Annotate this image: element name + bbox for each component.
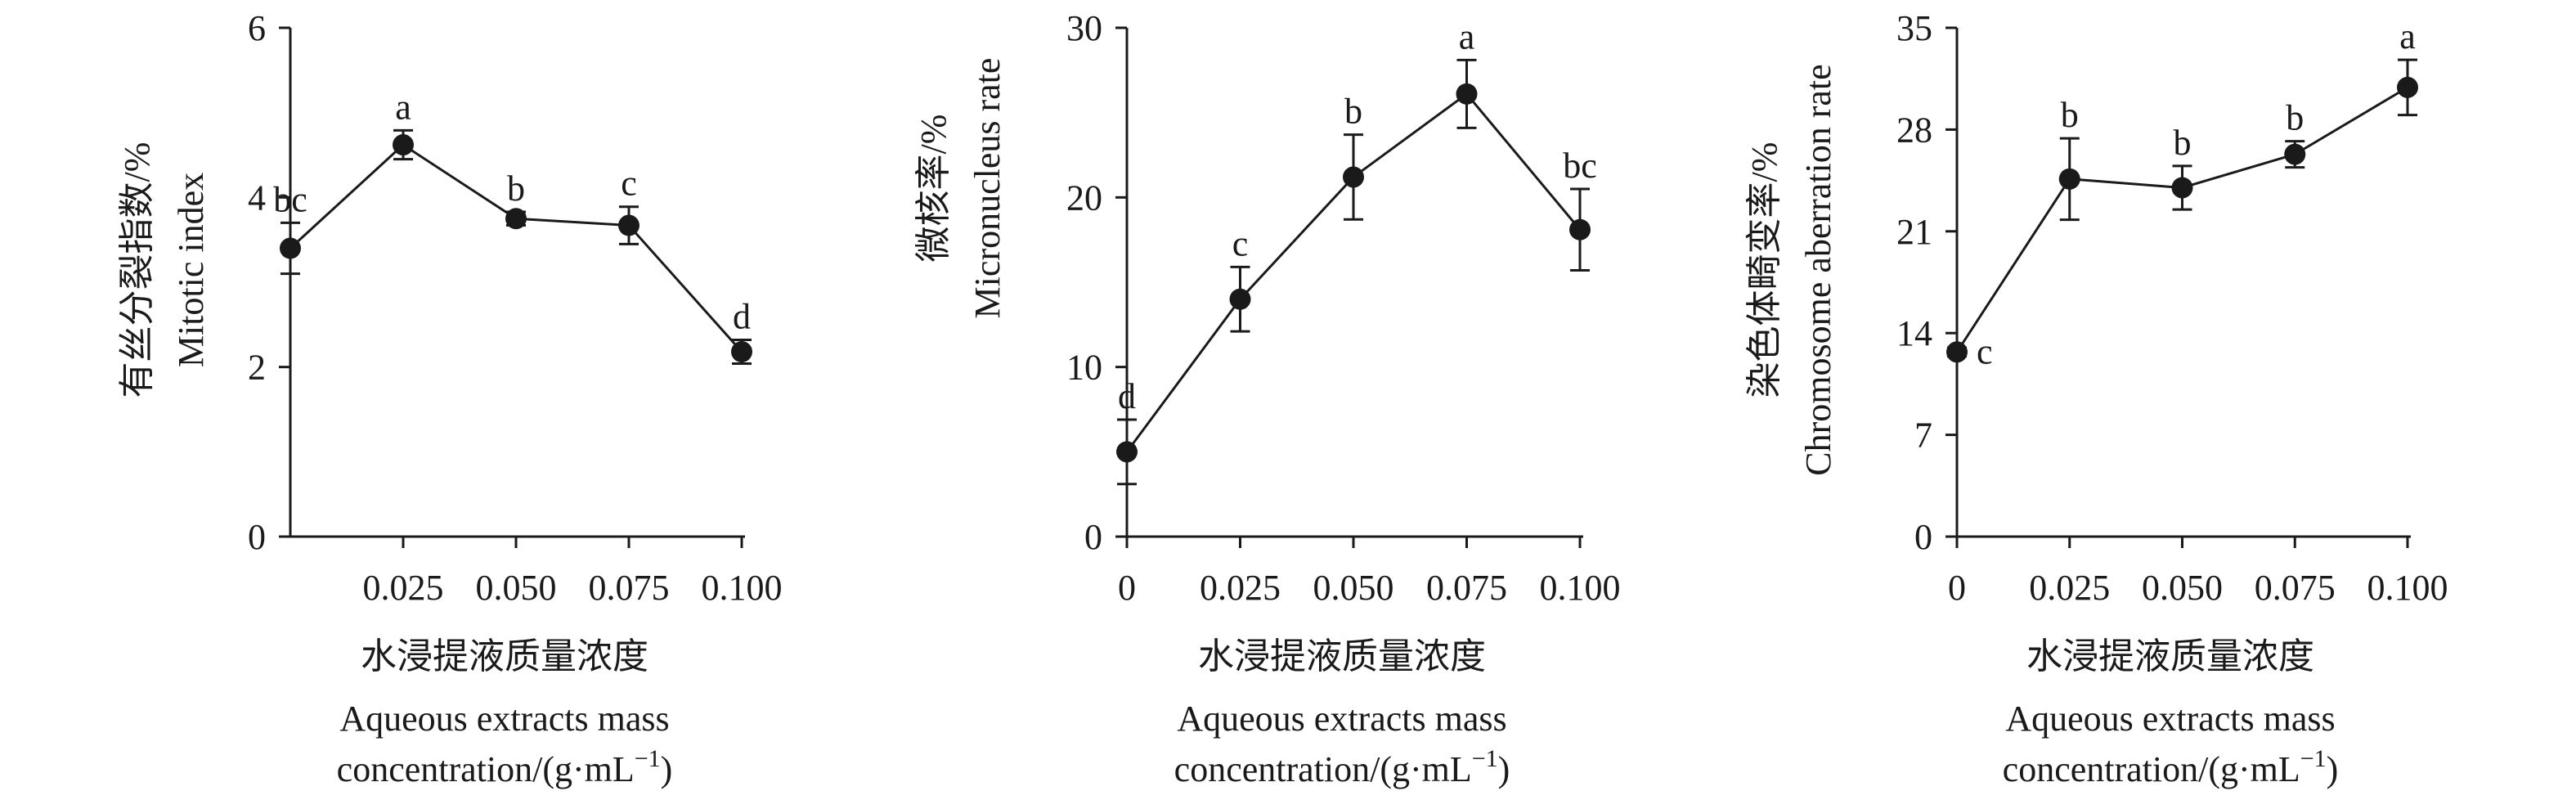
x-axis-title-unit-exponent: −1 <box>2300 745 2327 772</box>
y-tick-label: 7 <box>1914 416 1932 456</box>
panel-chromosome-aberration-rate: 0 7 14 21 28 35 0 0.025 0.050 0.075 0.100 c b b b a 染色体畸… <box>1744 8 2448 789</box>
x-axis-title-unit: concentration/(g·mL <box>2003 749 2300 789</box>
x-axis-title-unit-close: ) <box>2327 749 2339 789</box>
x-axis-title-en-line2: concentration/(g·mL−1) <box>2003 745 2339 789</box>
x-axis-title-cn: 水浸提液质量浓度 <box>1198 636 1486 676</box>
y-tick-label: 35 <box>1896 8 1932 48</box>
data-point <box>505 208 527 230</box>
data-point <box>731 341 752 363</box>
x-tick-label: 0.050 <box>476 568 557 608</box>
x-axis-title-cn: 水浸提液质量浓度 <box>361 636 648 676</box>
x-tick-label: 0.100 <box>702 568 783 608</box>
data-point <box>280 237 301 259</box>
x-tick-label: 0.075 <box>1426 568 1507 608</box>
y-tick-label: 14 <box>1896 313 1932 353</box>
x-tick-label: 0.025 <box>363 568 444 608</box>
significance-label: b <box>507 169 525 209</box>
data-point <box>618 214 640 236</box>
significance-label: d <box>1118 376 1136 416</box>
x-tick-label: 0.025 <box>2029 568 2110 608</box>
y-tick-label: 10 <box>1066 348 1102 388</box>
data-point <box>2058 168 2080 190</box>
x-tick-label: 0.075 <box>2255 568 2336 608</box>
x-tick-label: 0.100 <box>2367 568 2448 608</box>
significance-label: d <box>733 296 751 336</box>
x-axis-title-en-line2: concentration/(g·mL−1) <box>337 745 673 789</box>
x-axis-title-en-line1: Aqueous extracts mass <box>339 699 669 739</box>
x-axis-title-unit-exponent: −1 <box>1472 745 1498 772</box>
data-point <box>1229 288 1251 310</box>
x-axis-title-unit-exponent: −1 <box>635 745 661 772</box>
y-tick-label: 28 <box>1896 110 1932 150</box>
x-tick-label: 0 <box>1118 568 1136 608</box>
significance-label: c <box>1232 223 1249 263</box>
x-axis-title-en-line1: Aqueous extracts mass <box>2005 699 2335 739</box>
y-tick-label: 6 <box>248 8 266 48</box>
significance-label: b <box>1344 92 1362 132</box>
y-tick-label: 21 <box>1896 212 1932 252</box>
significance-label: b <box>2061 95 2079 135</box>
significance-label: a <box>2399 16 2416 56</box>
y-axis-title-cn: 微核率/% <box>913 115 954 263</box>
panel-micronucleus-rate: 0 10 20 30 0 0.025 0.050 0.075 0.100 d c b a bc 微核率/% M… <box>913 8 1621 789</box>
data-point <box>1569 218 1591 240</box>
y-tick-label: 0 <box>248 517 266 557</box>
significance-label: b <box>2174 123 2192 163</box>
x-axis-title-en-line2: concentration/(g·mL−1) <box>1174 745 1510 789</box>
y-tick-label: 30 <box>1066 8 1102 48</box>
y-tick-label: 20 <box>1066 178 1102 218</box>
data-point <box>393 134 414 156</box>
data-point <box>1946 341 1968 363</box>
x-axis-title-en-line1: Aqueous extracts mass <box>1177 699 1506 739</box>
x-tick-label: 0.050 <box>2142 568 2223 608</box>
y-tick-label: 2 <box>248 348 266 388</box>
y-tick-label: 0 <box>1914 517 1932 557</box>
y-tick-label: 4 <box>248 178 266 218</box>
x-tick-label: 0.100 <box>1540 568 1621 608</box>
x-axis-title-unit-close: ) <box>1498 749 1510 789</box>
data-point <box>1343 166 1364 188</box>
significance-label: c <box>621 164 637 204</box>
x-axis-title-cn: 水浸提液质量浓度 <box>2026 636 2314 676</box>
x-tick-label: 0.075 <box>589 568 670 608</box>
significance-label: a <box>395 87 411 127</box>
x-axis-title-unit: concentration/(g·mL <box>337 749 635 789</box>
x-tick-label: 0 <box>1948 568 1966 608</box>
y-axis-title-en: Mitotic index <box>171 173 211 367</box>
significance-label: bc <box>273 179 307 219</box>
data-point <box>2171 177 2193 199</box>
y-axis-title-cn: 染色体畸变率/% <box>1744 142 1784 398</box>
significance-label: bc <box>1563 146 1597 186</box>
data-point <box>1116 441 1138 463</box>
y-axis-title-en: Chromosome aberration rate <box>1798 64 1838 475</box>
data-point <box>2284 143 2306 165</box>
data-point <box>2397 76 2418 98</box>
x-axis-title-unit-close: ) <box>661 749 673 789</box>
x-axis-title-unit: concentration/(g·mL <box>1174 749 1472 789</box>
significance-label: c <box>1977 331 1993 371</box>
x-tick-label: 0.025 <box>1200 568 1281 608</box>
x-tick-label: 0.050 <box>1313 568 1394 608</box>
data-point <box>1456 83 1478 105</box>
significance-label: b <box>2286 98 2304 138</box>
y-tick-label: 0 <box>1084 517 1102 557</box>
significance-label: a <box>1459 16 1475 56</box>
y-axis-title-cn: 有丝分裂指数/% <box>117 142 157 398</box>
y-axis-title-en: Micronucleus rate <box>967 58 1008 319</box>
